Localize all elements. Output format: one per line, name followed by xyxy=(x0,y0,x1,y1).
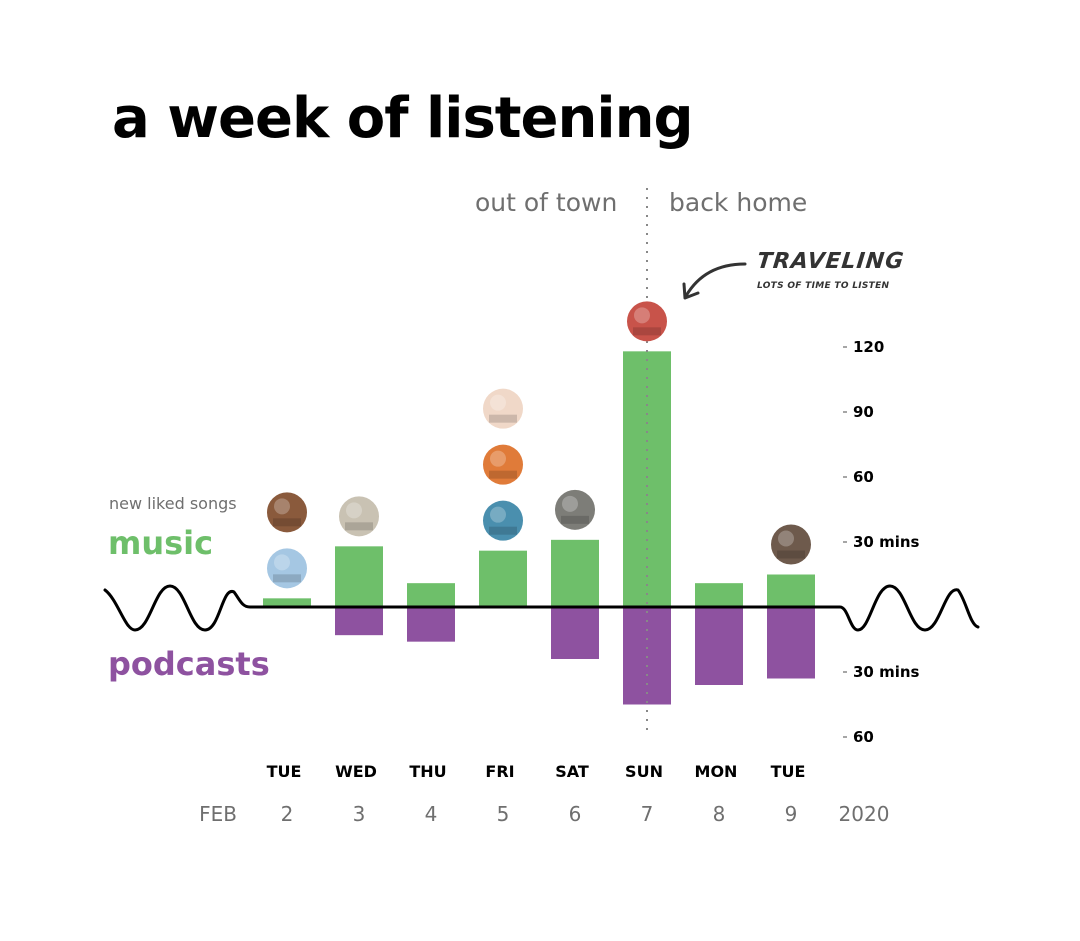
x-day-label-4: THU xyxy=(409,762,446,781)
x-day-label-2: TUE xyxy=(267,762,302,781)
x-date-label-5: 5 xyxy=(497,802,510,826)
x-date-label-9: 9 xyxy=(785,802,798,826)
y-axis-layer: 30 mins 60 90 120 30 mins 60 xyxy=(843,338,920,746)
album-art-shade xyxy=(273,518,301,527)
album-art-highlight xyxy=(562,495,578,512)
album-art-shade xyxy=(633,327,661,336)
album-art-highlight xyxy=(274,498,290,515)
y-tick-label-up-120: 120 xyxy=(853,338,884,356)
x-day-label-5: FRI xyxy=(485,762,514,781)
album-art-shade xyxy=(489,526,517,535)
album-art-2-1 xyxy=(267,548,307,589)
album-art-circle xyxy=(267,492,307,533)
bar-music-2 xyxy=(263,598,311,607)
x-axis-layer: TUE 2 WED 3 THU 4 FRI 5 SAT 6 SUN 7 MON 8 TUE 9 FEB 2020 xyxy=(199,762,889,826)
bar-music-6 xyxy=(551,539,599,607)
album-art-circle xyxy=(483,388,523,429)
album-art-7-1 xyxy=(627,301,667,342)
legend-music: music xyxy=(108,524,214,562)
album-art-shade xyxy=(489,470,517,479)
album-art-highlight xyxy=(490,394,506,411)
bar-podcasts-9 xyxy=(767,607,815,679)
album-art-6-1 xyxy=(555,489,595,530)
album-art-circle xyxy=(267,548,307,589)
bar-podcasts-3 xyxy=(335,607,383,636)
y-tick-label-up-30: 30 mins xyxy=(853,533,920,551)
album-art-shade xyxy=(273,574,301,583)
x-date-label-4: 4 xyxy=(425,802,438,826)
x-year-label: 2020 xyxy=(839,802,890,826)
y-tick-label-down-60: 60 xyxy=(853,728,874,746)
x-day-label-3: WED xyxy=(335,762,377,781)
album-art-9-1 xyxy=(771,524,811,565)
bar-music-5 xyxy=(479,550,527,607)
legend-new-liked-songs: new liked songs xyxy=(109,494,237,513)
x-date-label-7: 7 xyxy=(641,802,654,826)
y-tick-label-down-30: 30 mins xyxy=(853,663,920,681)
annotation-arrow-layer xyxy=(682,262,747,300)
bars-layer xyxy=(263,351,815,705)
phase-label-out-of-town: out of town xyxy=(475,188,618,217)
album-art-5-3 xyxy=(483,388,523,429)
legend-podcasts: podcasts xyxy=(108,645,270,683)
x-date-label-2: 2 xyxy=(281,802,294,826)
y-tick-label-up-60: 60 xyxy=(853,468,874,486)
x-month-label: FEB xyxy=(199,802,237,826)
album-art-layer xyxy=(267,301,811,589)
bar-podcasts-6 xyxy=(551,607,599,659)
bar-music-9 xyxy=(767,574,815,607)
bar-music-3 xyxy=(335,546,383,607)
album-art-highlight xyxy=(490,506,506,523)
album-art-highlight xyxy=(490,450,506,467)
baseline-wave xyxy=(103,584,980,632)
album-art-2-2 xyxy=(267,492,307,533)
x-day-label-6: SAT xyxy=(555,762,589,781)
chart-title: a week of listening xyxy=(112,86,694,151)
album-art-5-1 xyxy=(483,500,523,541)
bar-podcasts-8 xyxy=(695,607,743,685)
album-art-circle xyxy=(483,444,523,485)
x-day-label-8: MON xyxy=(695,762,738,781)
album-art-highlight xyxy=(634,307,650,324)
annotation-arrow xyxy=(684,262,747,298)
album-art-shade xyxy=(345,522,373,531)
bar-music-8 xyxy=(695,583,743,607)
phase-label-back-home: back home xyxy=(669,188,808,217)
annotation-arrowhead xyxy=(682,282,700,300)
x-date-label-8: 8 xyxy=(713,802,726,826)
baseline-layer xyxy=(103,584,980,632)
bar-podcasts-4 xyxy=(407,607,455,642)
album-art-circle xyxy=(555,489,595,530)
album-art-3-1 xyxy=(339,496,379,537)
x-date-label-3: 3 xyxy=(353,802,366,826)
album-art-shade xyxy=(489,414,517,423)
album-art-circle xyxy=(627,301,667,342)
album-art-highlight xyxy=(274,554,290,571)
bar-music-7 xyxy=(623,351,671,607)
x-date-label-6: 6 xyxy=(569,802,582,826)
album-art-5-2 xyxy=(483,444,523,485)
y-tick-label-up-90: 90 xyxy=(853,403,874,421)
album-art-shade xyxy=(561,515,589,524)
album-art-shade xyxy=(777,550,805,559)
album-art-highlight xyxy=(346,502,362,519)
album-art-highlight xyxy=(778,530,794,547)
x-day-label-9: TUE xyxy=(771,762,806,781)
album-art-circle xyxy=(483,500,523,541)
album-art-circle xyxy=(771,524,811,565)
annotation-subtitle: LOTS OF TIME TO LISTEN xyxy=(757,281,890,291)
bar-music-4 xyxy=(407,583,455,607)
bar-podcasts-7 xyxy=(623,607,671,705)
x-day-label-7: SUN xyxy=(625,762,663,781)
album-art-circle xyxy=(339,496,379,537)
